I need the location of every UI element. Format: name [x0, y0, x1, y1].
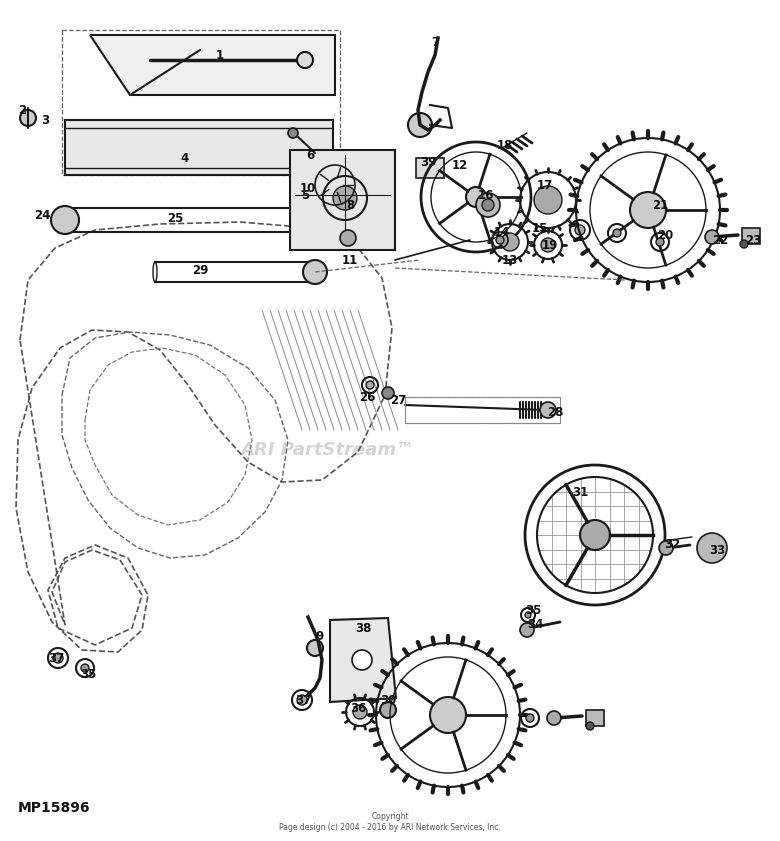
Text: 34: 34	[526, 617, 543, 631]
Text: 15: 15	[532, 221, 548, 235]
Text: 1: 1	[216, 49, 224, 61]
Circle shape	[366, 381, 374, 389]
Ellipse shape	[68, 208, 73, 232]
Ellipse shape	[153, 262, 157, 282]
Circle shape	[20, 110, 36, 126]
Circle shape	[613, 229, 621, 237]
Circle shape	[430, 697, 466, 733]
Circle shape	[288, 128, 298, 138]
Circle shape	[740, 240, 748, 248]
Text: 18: 18	[497, 139, 513, 151]
Text: 7: 7	[431, 35, 439, 49]
Text: 38: 38	[355, 621, 371, 634]
Circle shape	[541, 238, 555, 252]
Circle shape	[580, 520, 610, 550]
Circle shape	[51, 206, 79, 234]
Text: 12: 12	[452, 158, 468, 172]
Text: 28: 28	[547, 405, 563, 419]
Circle shape	[630, 192, 666, 228]
Text: MP15896: MP15896	[18, 801, 90, 815]
Text: 17: 17	[537, 178, 553, 192]
Circle shape	[482, 199, 494, 211]
Circle shape	[466, 187, 486, 207]
Text: 3: 3	[41, 114, 49, 126]
Text: 9: 9	[316, 630, 324, 643]
Text: 16: 16	[478, 188, 495, 202]
Circle shape	[659, 541, 673, 555]
Polygon shape	[330, 618, 396, 702]
Text: 21: 21	[652, 198, 668, 211]
Circle shape	[382, 387, 394, 399]
Polygon shape	[90, 35, 335, 95]
Circle shape	[303, 260, 327, 284]
Text: 27: 27	[390, 394, 406, 406]
Circle shape	[297, 695, 307, 705]
Circle shape	[496, 236, 504, 244]
Text: 19: 19	[542, 239, 558, 251]
Text: 31: 31	[572, 485, 588, 499]
Text: 2: 2	[18, 103, 26, 117]
Circle shape	[408, 113, 432, 137]
Text: ARI PartStream™: ARI PartStream™	[240, 441, 415, 459]
Text: Copyright
Page design (c) 2004 - 2016 by ARI Network Services, Inc.: Copyright Page design (c) 2004 - 2016 by…	[279, 812, 501, 832]
Circle shape	[380, 702, 396, 718]
Circle shape	[333, 186, 357, 210]
Circle shape	[501, 233, 519, 251]
Circle shape	[297, 52, 313, 68]
Text: 36: 36	[349, 701, 366, 715]
Circle shape	[476, 193, 500, 217]
Circle shape	[307, 640, 323, 656]
Bar	[416, 158, 444, 178]
Text: 5: 5	[301, 188, 309, 202]
Text: 22: 22	[712, 234, 728, 246]
Text: 13: 13	[502, 253, 518, 267]
Text: 6: 6	[306, 149, 314, 161]
Text: 25: 25	[167, 211, 183, 225]
Text: 24: 24	[34, 209, 50, 221]
Circle shape	[352, 650, 372, 670]
Circle shape	[53, 653, 63, 663]
Text: 33: 33	[709, 543, 725, 557]
Text: 39: 39	[420, 156, 436, 168]
Ellipse shape	[292, 208, 297, 232]
Text: 10: 10	[300, 182, 316, 194]
Circle shape	[586, 722, 594, 730]
Bar	[290, 150, 395, 250]
Bar	[65, 120, 333, 175]
Circle shape	[353, 705, 367, 719]
Circle shape	[520, 623, 534, 637]
Text: 4: 4	[181, 151, 189, 165]
Ellipse shape	[308, 262, 312, 282]
Bar	[742, 228, 760, 244]
Text: 11: 11	[342, 253, 358, 267]
Bar	[405, 397, 560, 423]
Text: 30: 30	[380, 694, 396, 706]
Text: 20: 20	[657, 229, 673, 241]
Circle shape	[526, 714, 534, 722]
Circle shape	[340, 230, 356, 246]
Text: 35: 35	[525, 604, 541, 616]
Circle shape	[697, 533, 727, 563]
Text: 29: 29	[192, 263, 208, 277]
Text: 8: 8	[346, 198, 354, 211]
Text: 32: 32	[664, 538, 680, 552]
Text: 35: 35	[80, 669, 96, 681]
Text: 37: 37	[295, 694, 311, 706]
Text: 14: 14	[494, 225, 510, 239]
Circle shape	[525, 612, 531, 618]
Circle shape	[81, 664, 89, 672]
Circle shape	[656, 238, 664, 246]
Circle shape	[547, 711, 561, 725]
Text: 23: 23	[745, 234, 761, 246]
Circle shape	[540, 402, 556, 418]
Circle shape	[534, 186, 562, 214]
Text: 26: 26	[359, 390, 375, 404]
Bar	[586, 710, 604, 726]
Circle shape	[705, 230, 719, 244]
Text: 37: 37	[48, 652, 64, 664]
Circle shape	[575, 225, 585, 235]
